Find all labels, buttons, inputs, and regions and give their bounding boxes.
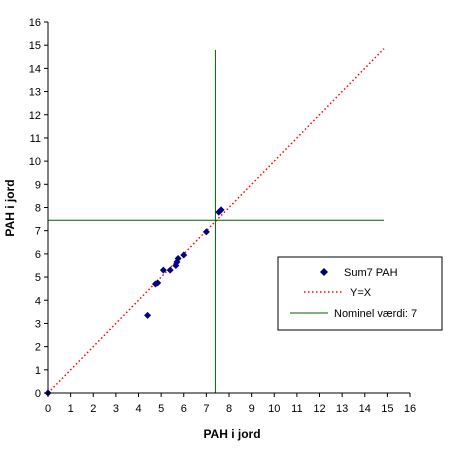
x-tick-label: 4 <box>135 403 141 415</box>
data-point-diamond <box>166 266 174 274</box>
y-tick-label: 7 <box>35 226 41 238</box>
y-axis-title: PAH i jord <box>3 179 17 236</box>
y-tick-label: 0 <box>35 388 41 400</box>
x-tick-label: 2 <box>90 403 96 415</box>
data-point-diamond <box>180 251 188 259</box>
y-tick-label: 12 <box>29 110 41 122</box>
y-tick-label: 16 <box>29 17 41 29</box>
y-tick-label: 11 <box>30 133 41 145</box>
legend-label-nominel-vaerdi: Nominel værdi: 7 <box>334 308 417 320</box>
y-tick-label: 9 <box>35 179 41 191</box>
data-point-diamond <box>159 266 167 274</box>
legend-box <box>277 256 443 331</box>
x-tick-label: 13 <box>336 403 348 415</box>
x-axis-title: PAH i jord <box>203 427 260 441</box>
x-tick-label: 8 <box>226 403 232 415</box>
y-tick-label: 6 <box>35 249 41 261</box>
legend-label-sum7-pah: Sum7 PAH <box>344 267 398 279</box>
data-point-diamond <box>173 258 181 266</box>
y-tick-label: 2 <box>35 342 41 354</box>
x-tick-label: 11 <box>291 403 302 415</box>
data-point-diamond <box>144 311 152 319</box>
x-tick-label: 14 <box>359 403 371 415</box>
x-tick-label: 7 <box>203 403 209 415</box>
legend-label-y-equals-x: Y=X <box>350 287 372 299</box>
x-tick-label: 16 <box>404 403 416 415</box>
y-tick-label: 3 <box>35 318 41 330</box>
y-tick-label: 13 <box>29 87 41 99</box>
legend-item-sum7-pah: Sum7 PAH <box>320 267 398 279</box>
legend-item-y-equals-x: Y=X <box>304 287 372 299</box>
y-tick-label: 1 <box>35 365 41 377</box>
data-point-diamond <box>217 206 225 214</box>
x-tick-label: 9 <box>249 403 255 415</box>
x-tick-label: 1 <box>68 403 74 415</box>
y-tick-label: 5 <box>35 272 41 284</box>
y-tick-label: 10 <box>29 156 41 168</box>
x-tick-label: 10 <box>268 403 280 415</box>
y-tick-label: 14 <box>29 63 41 75</box>
legend-diamond-marker <box>320 268 328 276</box>
legend: Sum7 PAH Y=X Nominel værdi: 7 <box>277 256 443 331</box>
y-equals-x-line <box>47 48 385 394</box>
x-tick-label: 3 <box>113 403 119 415</box>
legend-item-nominel-vaerdi: Nominel værdi: 7 <box>290 308 417 320</box>
x-tick-label: 6 <box>181 403 187 415</box>
x-tick-label: 12 <box>313 403 325 415</box>
y-tick-label: 8 <box>35 203 41 215</box>
data-point-diamond <box>154 279 162 287</box>
x-tick-label: 15 <box>381 403 393 415</box>
x-tick-label: 5 <box>158 403 164 415</box>
y-tick-label: 4 <box>35 295 41 307</box>
y-tick-label: 15 <box>29 40 41 52</box>
x-tick-label: 0 <box>45 403 51 415</box>
plot-area <box>44 48 385 397</box>
data-point-diamond <box>202 228 210 236</box>
